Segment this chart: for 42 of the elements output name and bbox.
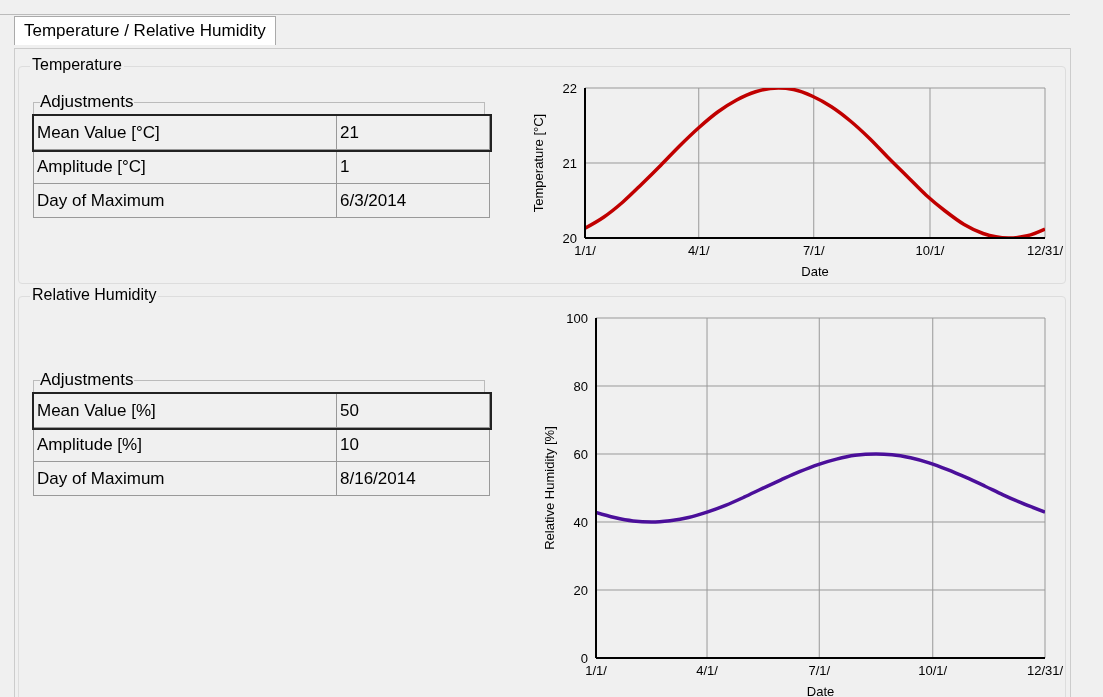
- x-tick-label: 4/1/: [696, 663, 719, 679]
- x-tick-label: 10/1/: [915, 243, 945, 259]
- text: Adjustments: [40, 92, 134, 112]
- text: Day of Maximum: [33, 183, 337, 218]
- y-tick-label: 0: [580, 650, 588, 666]
- y-tick-label: 20: [573, 582, 588, 598]
- x-tick-label: 1/1/: [574, 243, 597, 259]
- text: Mean Value [%]: [33, 393, 337, 428]
- y-tick-label: 20: [562, 230, 577, 246]
- text: 1: [336, 149, 490, 184]
- y-tick-label: 100: [566, 310, 588, 326]
- x-tick-label: 7/1/: [802, 243, 825, 259]
- text: Relative Humidity: [30, 286, 159, 304]
- line-series: [585, 88, 1045, 238]
- text: Temperature: [30, 56, 124, 74]
- text: Amplitude [%]: [33, 427, 337, 462]
- text: 10: [336, 427, 490, 462]
- text: 21: [336, 115, 490, 150]
- text: Temperature / Relative Humidity: [14, 16, 276, 45]
- y-axis-title: Temperature [°C]: [530, 113, 546, 213]
- text: Amplitude [°C]: [33, 149, 337, 184]
- x-tick-label: 10/1/: [918, 663, 948, 679]
- x-axis-title: Date: [801, 264, 829, 279]
- x-tick-label: 12/31/: [1026, 663, 1064, 679]
- x-tick-label: 1/1/: [585, 663, 608, 679]
- x-axis-title: Date: [806, 684, 835, 697]
- y-tick-label: 60: [573, 446, 588, 462]
- text: 8/16/2014: [336, 461, 490, 496]
- line-series: [596, 452, 1045, 524]
- y-tick-label: 22: [562, 80, 577, 96]
- y-tick-label: 80: [573, 378, 588, 394]
- y-tick-label: 40: [573, 514, 588, 530]
- text: Mean Value [°C]: [33, 115, 337, 150]
- text: 50: [336, 393, 490, 428]
- text: 6/3/2014: [336, 183, 490, 218]
- text: Adjustments: [40, 370, 134, 390]
- text: Day of Maximum: [33, 461, 337, 496]
- y-axis-title: Relative Humidity [%]: [541, 426, 557, 550]
- x-tick-label: 4/1/: [687, 243, 710, 259]
- y-tick-label: 21: [562, 155, 577, 171]
- x-tick-label: 7/1/: [808, 663, 831, 679]
- x-tick-label: 12/31/: [1026, 243, 1064, 259]
